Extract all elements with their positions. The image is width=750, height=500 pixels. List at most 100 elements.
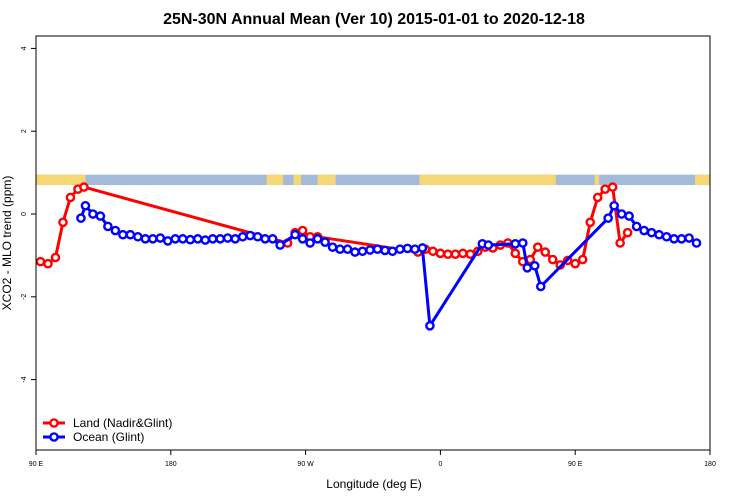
legend-label: Ocean (Glint): [73, 430, 144, 444]
data-point: [639, 225, 649, 236]
data-point: [335, 244, 345, 255]
data-point: [529, 260, 540, 271]
data-point: [357, 246, 368, 257]
data-point: [110, 225, 121, 236]
data-point: [177, 234, 188, 244]
data-point: [540, 247, 551, 257]
y-tick-label: 2: [21, 129, 28, 133]
data-point: [312, 234, 323, 244]
data-point: [577, 254, 588, 265]
data-point: [425, 320, 435, 331]
data-point: [297, 234, 308, 244]
data-point: [125, 229, 136, 240]
data-point: [192, 234, 203, 244]
data-point: [609, 200, 619, 211]
data-point: [410, 244, 420, 255]
data-point: [36, 256, 46, 267]
data-point: [290, 229, 300, 240]
data-point: [417, 243, 428, 253]
land-strip-segment: [36, 174, 86, 186]
data-point: [395, 244, 405, 255]
x-tick-label: 90 W: [297, 461, 314, 468]
data-point: [275, 240, 285, 250]
data-point: [43, 258, 53, 269]
data-point: [585, 217, 595, 228]
data-point: [684, 233, 694, 243]
data-point: [654, 229, 664, 240]
data-point: [570, 258, 581, 269]
data-point: [691, 238, 702, 248]
data-point: [252, 231, 263, 242]
legend-marker: [49, 432, 59, 442]
data-point: [607, 182, 618, 192]
data-point: [615, 238, 625, 248]
y-tick-label: -4: [21, 376, 28, 382]
legend-label: Land (Nadir&Glint): [73, 416, 172, 430]
data-point: [267, 234, 278, 244]
data-point: [237, 231, 248, 242]
x-tick-label: 180: [704, 461, 716, 468]
data-point: [517, 238, 528, 248]
data-point: [603, 213, 613, 223]
data-point: [402, 243, 413, 254]
data-point: [95, 211, 106, 221]
data-point: [624, 211, 634, 221]
data-point: [435, 248, 446, 259]
data-point: [458, 248, 468, 259]
data-point: [140, 234, 151, 244]
data-point: [631, 221, 642, 232]
data-point: [133, 231, 143, 242]
y-tick-label: 0: [21, 212, 28, 216]
data-point: [305, 238, 315, 248]
data-point: [50, 252, 61, 263]
land-strip-segment: [419, 174, 556, 186]
data-point: [669, 234, 679, 244]
data-point: [428, 246, 438, 257]
data-point: [380, 245, 390, 256]
data-point: [661, 231, 672, 242]
data-point: [215, 234, 226, 244]
data-point: [646, 227, 657, 238]
y-tick-label: -2: [21, 294, 28, 300]
land-strip-segment: [594, 174, 600, 186]
land-strip-segment: [695, 174, 710, 186]
series-line: [79, 204, 698, 328]
data-point: [200, 235, 211, 245]
data-point: [616, 209, 627, 219]
x-tick-label: 90 E: [568, 461, 583, 468]
data-point: [327, 242, 338, 252]
data-point: [450, 249, 461, 259]
x-tick-label: 90 E: [29, 461, 44, 468]
data-point: [592, 192, 603, 203]
data-point: [155, 233, 166, 243]
data-point: [148, 234, 158, 244]
ocean-strip: [36, 174, 710, 186]
data-point: [207, 234, 218, 244]
land-strip-segment: [266, 174, 284, 186]
axis-ticks: 90 E 180 90 W 0 90 E 180 4 2 0 -2 -4: [21, 46, 716, 468]
data-point: [350, 247, 360, 257]
data-point: [170, 234, 181, 244]
x-tick-label: 180: [165, 461, 177, 468]
data-point: [185, 234, 196, 245]
data-point: [522, 263, 533, 273]
data-point: [676, 234, 687, 244]
data-point: [65, 192, 76, 203]
data-point: [372, 244, 383, 255]
plot-area: [36, 174, 710, 331]
data-point: [510, 239, 521, 249]
data-point: [260, 234, 270, 244]
data-point: [163, 236, 173, 246]
x-tick-label: 0: [438, 461, 442, 468]
data-point: [79, 182, 89, 192]
legend: Land (Nadir&Glint)Ocean (Glint): [43, 416, 172, 444]
data-point: [365, 245, 375, 255]
plot-frame: [35, 35, 711, 451]
data-point: [443, 249, 453, 259]
data-point: [535, 281, 546, 292]
data-point: [387, 246, 398, 257]
data-point: [118, 229, 128, 240]
data-point: [510, 248, 521, 259]
series-line: [40, 185, 629, 267]
data-point: [532, 242, 543, 252]
